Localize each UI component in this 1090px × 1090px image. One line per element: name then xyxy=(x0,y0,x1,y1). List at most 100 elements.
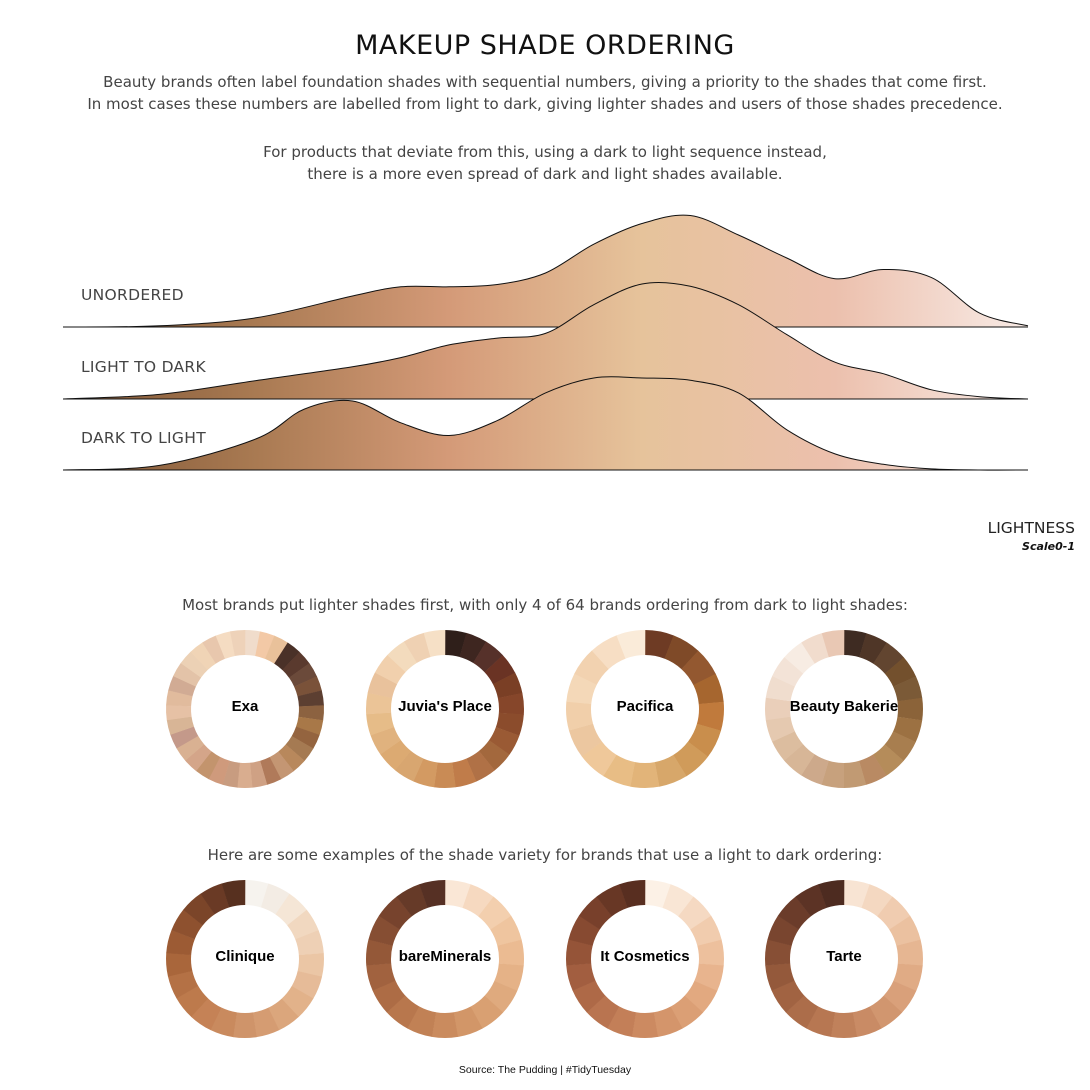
shade-slice xyxy=(288,663,317,687)
shade-slice xyxy=(176,735,205,761)
shade-slice xyxy=(687,723,721,757)
shade-slice xyxy=(191,998,222,1031)
donut-tarte: Tarte xyxy=(764,879,924,1039)
shade-slice xyxy=(423,629,446,657)
shade-slice xyxy=(394,750,424,782)
source-caption: Source: The Pudding | #TidyTuesday xyxy=(458,1064,632,1076)
donut-bareminerals: bareMinerals xyxy=(365,879,525,1039)
shade-slice xyxy=(821,629,845,658)
shade-slice xyxy=(645,630,674,659)
shade-slice xyxy=(281,986,314,1018)
shade-slice xyxy=(445,630,467,658)
shade-slice xyxy=(693,673,724,705)
shade-slice xyxy=(367,672,398,699)
shade-slice xyxy=(215,631,235,659)
shade-slice xyxy=(586,995,620,1029)
donut-pacifica: Pacifica xyxy=(565,629,725,789)
shade-slice xyxy=(473,641,503,673)
shade-slice xyxy=(170,726,199,749)
shade-slice xyxy=(202,635,226,664)
donut-clinique: Clinique xyxy=(165,879,325,1039)
shade-slice xyxy=(645,880,671,908)
shade-slice xyxy=(484,980,518,1013)
shade-slice xyxy=(470,995,504,1029)
shade-slice xyxy=(387,641,418,673)
shade-slice xyxy=(670,995,704,1029)
shade-slice xyxy=(596,884,628,917)
shade-slice xyxy=(396,884,428,917)
shade-slice xyxy=(282,651,310,678)
shade-slice xyxy=(252,1007,280,1038)
shade-slice xyxy=(268,998,299,1031)
shade-slice xyxy=(568,723,602,757)
shade-slice xyxy=(591,635,626,670)
donut-label: Clinique xyxy=(215,948,275,965)
shade-slice xyxy=(616,629,646,659)
shade-slice xyxy=(260,757,282,785)
shade-slice xyxy=(896,939,923,966)
shade-slice xyxy=(690,915,722,946)
shade-slice xyxy=(407,1006,437,1037)
shade-slice xyxy=(859,633,887,664)
shade-slice xyxy=(873,642,904,674)
donut-beauty-bakerie: Beauty Bakerie xyxy=(764,629,924,789)
shade-slice xyxy=(365,692,393,715)
shade-slice xyxy=(366,963,396,991)
shade-slice xyxy=(566,701,594,731)
shade-slice xyxy=(764,697,791,721)
shade-slice xyxy=(673,741,709,777)
shade-slice xyxy=(452,758,477,788)
shade-slice xyxy=(771,980,805,1013)
shade-slice xyxy=(785,995,819,1029)
ridge-line-light-to-dark xyxy=(62,281,1029,400)
shade-slice xyxy=(883,980,917,1013)
shade-slice xyxy=(366,712,395,736)
ridge-label-light-to-dark: LIGHT TO DARK xyxy=(81,358,206,376)
shade-slice xyxy=(459,632,487,663)
shade-slice xyxy=(433,762,456,788)
shade-slice xyxy=(889,915,921,946)
shade-slice xyxy=(269,751,294,780)
shade-slice xyxy=(167,970,199,999)
shade-slice xyxy=(574,650,609,685)
shade-slice xyxy=(413,758,438,788)
shade-slice xyxy=(806,1006,836,1037)
shade-slice xyxy=(403,632,431,663)
shade-slice xyxy=(566,939,593,966)
subtitle-line-4: there is a more even spread of dark and … xyxy=(307,165,783,183)
shade-slice xyxy=(166,704,192,721)
shade-slice xyxy=(653,1006,683,1037)
shade-slice xyxy=(696,701,724,731)
shade-slice xyxy=(801,633,829,664)
shade-slice xyxy=(431,1012,458,1038)
shade-slice xyxy=(844,630,867,658)
shade-slice xyxy=(295,716,324,736)
shade-slice xyxy=(784,744,815,776)
ridge-line-unordered xyxy=(62,214,1029,328)
shade-slice xyxy=(844,880,870,908)
shade-slice xyxy=(884,657,916,687)
shade-slice xyxy=(368,915,400,946)
shade-slice xyxy=(607,1006,637,1037)
shade-slice xyxy=(859,754,887,785)
shade-slice xyxy=(210,1007,237,1038)
shade-slice xyxy=(664,635,699,670)
shade-slice xyxy=(287,909,319,940)
donut-label: Pacifica xyxy=(616,698,674,715)
shade-slice xyxy=(295,930,324,956)
donut-it-cosmetics: It Cosmetics xyxy=(565,879,725,1039)
chart-title: MAKEUP SHADE ORDERING xyxy=(355,30,735,61)
shade-slice xyxy=(869,995,903,1029)
shade-slice xyxy=(200,883,230,915)
shade-slice xyxy=(366,939,393,966)
shade-slice xyxy=(765,963,795,991)
shade-slice xyxy=(772,731,804,761)
ridge-area-unordered xyxy=(63,215,1028,327)
shade-slice xyxy=(221,879,246,908)
shade-slice xyxy=(630,762,660,789)
shade-slice xyxy=(291,971,323,999)
shade-slice xyxy=(166,690,193,707)
donut-juvias-place: Juvia's Place xyxy=(365,629,525,789)
ridge-line-dark-to-light xyxy=(62,376,1029,471)
shade-slice xyxy=(492,672,523,699)
